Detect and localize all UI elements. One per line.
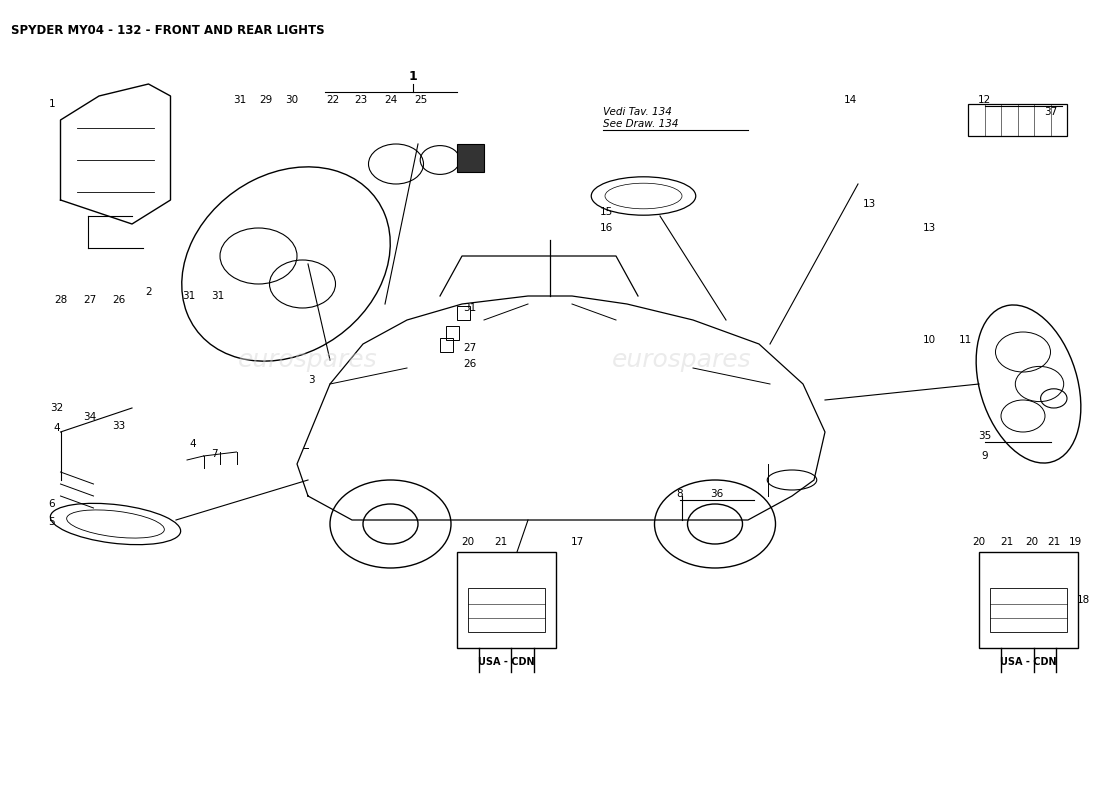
- Text: USA - CDN: USA - CDN: [1000, 658, 1057, 667]
- Text: 16: 16: [600, 223, 613, 233]
- Text: 17: 17: [571, 538, 584, 547]
- Text: 3: 3: [308, 375, 315, 385]
- Text: 19: 19: [1069, 538, 1082, 547]
- Text: 20: 20: [972, 538, 986, 547]
- Text: 31: 31: [183, 291, 196, 301]
- Text: See Draw. 134: See Draw. 134: [603, 119, 679, 129]
- Text: 31: 31: [211, 291, 224, 301]
- Text: 13: 13: [923, 223, 936, 233]
- Text: 4: 4: [54, 423, 60, 433]
- Text: 18: 18: [1077, 595, 1090, 605]
- Text: 27: 27: [84, 295, 97, 305]
- Text: 14: 14: [844, 95, 857, 105]
- Text: 5: 5: [48, 518, 55, 527]
- Text: 11: 11: [959, 335, 972, 345]
- Text: 26: 26: [463, 359, 476, 369]
- Text: 36: 36: [711, 490, 724, 499]
- Text: 21: 21: [494, 538, 507, 547]
- Text: 37: 37: [1044, 107, 1057, 117]
- Text: USA - CDN: USA - CDN: [477, 658, 535, 667]
- Text: 15: 15: [600, 207, 613, 217]
- Text: eurospares: eurospares: [239, 348, 377, 372]
- Text: 31: 31: [463, 303, 476, 313]
- Text: 6: 6: [48, 499, 55, 509]
- Text: 20: 20: [461, 538, 474, 547]
- Text: 13: 13: [862, 199, 876, 209]
- Text: 34: 34: [84, 412, 97, 422]
- Text: 9: 9: [981, 451, 988, 461]
- Text: 33: 33: [112, 421, 125, 430]
- FancyBboxPatch shape: [456, 144, 484, 172]
- Text: 2: 2: [145, 287, 152, 297]
- Text: 10: 10: [923, 335, 936, 345]
- Text: 7: 7: [211, 450, 218, 459]
- Text: 25: 25: [415, 95, 428, 105]
- Text: 28: 28: [54, 295, 67, 305]
- Text: 23: 23: [354, 95, 367, 105]
- Text: 12: 12: [978, 95, 991, 105]
- Text: 26: 26: [112, 295, 125, 305]
- Text: 20: 20: [1025, 538, 1038, 547]
- Text: 30: 30: [285, 95, 298, 105]
- Text: 29: 29: [260, 95, 273, 105]
- Text: SPYDER MY04 - 132 - FRONT AND REAR LIGHTS: SPYDER MY04 - 132 - FRONT AND REAR LIGHT…: [11, 24, 324, 37]
- Text: 4: 4: [189, 439, 196, 449]
- Text: 35: 35: [978, 431, 991, 441]
- Text: 1: 1: [48, 99, 55, 109]
- Text: 31: 31: [233, 95, 246, 105]
- Text: 22: 22: [327, 95, 340, 105]
- Text: 21: 21: [1000, 538, 1013, 547]
- Text: 8: 8: [676, 490, 683, 499]
- Text: 21: 21: [1047, 538, 1060, 547]
- Text: 24: 24: [384, 95, 397, 105]
- Text: 1: 1: [408, 70, 417, 82]
- Text: 32: 32: [51, 403, 64, 413]
- Text: eurospares: eurospares: [613, 348, 751, 372]
- Text: Vedi Tav. 134: Vedi Tav. 134: [603, 107, 672, 117]
- Text: 27: 27: [463, 343, 476, 353]
